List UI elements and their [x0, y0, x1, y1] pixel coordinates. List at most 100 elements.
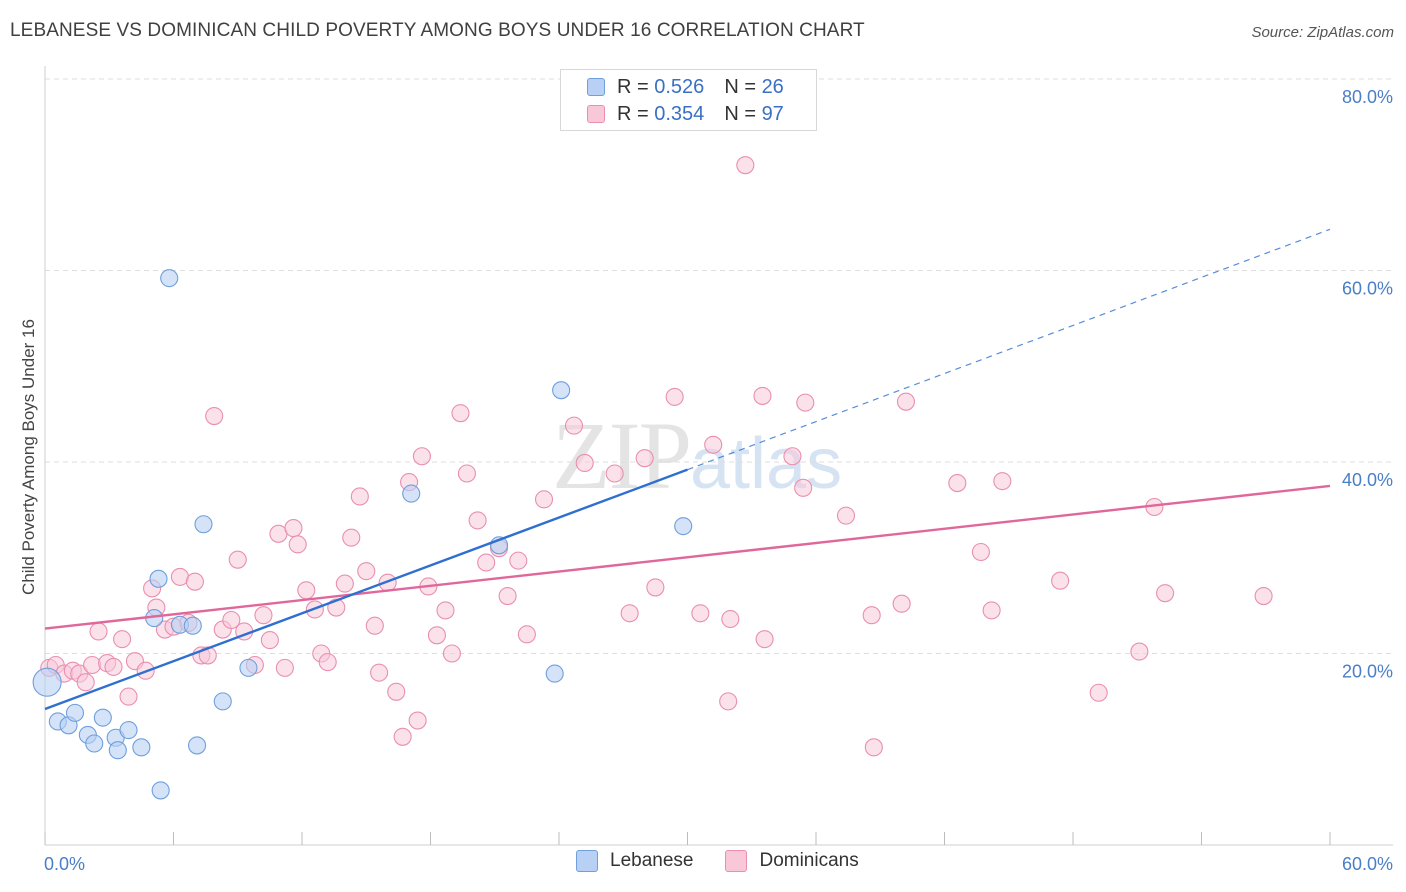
axes — [44, 66, 1393, 846]
dominican-point — [412, 447, 431, 466]
dominicans-swatch — [587, 105, 605, 123]
dominican-point — [275, 658, 294, 677]
lebanese-point — [93, 708, 112, 727]
dominican-point — [284, 519, 303, 538]
legend-r-label: R = — [617, 102, 655, 125]
lebanese-point — [151, 781, 170, 800]
lebanese-trend-line — [44, 468, 688, 711]
dominican-point — [755, 630, 774, 649]
dominican-point — [721, 609, 740, 629]
dominican-point — [896, 392, 916, 411]
lebanese-point — [188, 736, 207, 755]
legend-n-value: 26 — [761, 75, 784, 98]
lebanese-point — [65, 703, 85, 722]
dominicans-swatch — [725, 850, 748, 872]
legend-row-dominicans: R = 0.354 N = 97 — [587, 101, 784, 127]
dominican-point — [318, 653, 337, 672]
legend-n-label: N = — [724, 102, 762, 125]
legend-n-value: 97 — [761, 102, 784, 125]
dominican-point — [119, 687, 138, 706]
dominican-point — [222, 610, 241, 630]
dominican-point — [753, 386, 772, 405]
legend-label-dominicans: Dominicans — [759, 850, 859, 871]
dominican-point — [620, 604, 639, 623]
lebanese-swatch — [576, 850, 598, 872]
lebanese-point — [545, 664, 564, 683]
y-tick-label: 20.0% — [1342, 662, 1393, 682]
legend-label-lebanese: Lebanese — [610, 850, 694, 871]
chart-title: LEBANESE VS DOMINICAN CHILD POVERTY AMON… — [10, 20, 865, 41]
dominican-point — [297, 581, 316, 600]
dominican-point — [892, 594, 911, 613]
dominican-point — [468, 511, 487, 530]
dominican-point — [982, 601, 1001, 620]
dominican-point — [517, 625, 536, 644]
dominican-point — [1130, 642, 1149, 661]
dominican-point — [387, 682, 406, 701]
legend-item-dominicans[interactable]: Dominicans — [725, 850, 859, 872]
dominican-point — [736, 156, 755, 175]
dominican-point — [427, 626, 446, 645]
dominican-point — [691, 604, 710, 623]
dominican-point — [1051, 571, 1070, 590]
dominican-point — [76, 673, 95, 692]
dominican-point — [704, 435, 723, 454]
series-legend: Lebanese Dominicans — [576, 850, 891, 872]
dominican-point — [836, 506, 856, 525]
dominican-point — [993, 472, 1012, 491]
lebanese-point — [183, 616, 202, 635]
dominican-point — [1156, 584, 1175, 603]
dominican-point — [1089, 683, 1108, 702]
dominican-point — [342, 528, 361, 547]
dominican-point — [365, 616, 384, 635]
dominican-point — [228, 550, 247, 569]
y-tick-label: 80.0% — [1342, 87, 1393, 107]
dominican-point — [436, 601, 455, 620]
dominican-point — [335, 574, 354, 593]
legend-n-label: N = — [724, 75, 762, 98]
dominican-point — [564, 416, 584, 435]
legend-r-label: R = — [617, 75, 655, 98]
correlation-legend: R = 0.526 N = 26 R = 0.354 N = 97 — [560, 69, 817, 131]
y-tick-label: 60.0% — [1342, 279, 1393, 299]
lebanese-point — [32, 667, 62, 697]
dominican-point — [498, 586, 517, 606]
dominican-point — [170, 567, 189, 586]
legend-item-lebanese[interactable]: Lebanese — [576, 850, 693, 872]
x-tick-label: 60.0% — [1342, 854, 1393, 874]
dominican-point — [254, 606, 273, 625]
lebanese-swatch — [587, 78, 605, 96]
legend-r-value: 0.354 — [654, 102, 705, 125]
dominican-point — [83, 655, 102, 675]
dominicans-trend-line — [44, 484, 1331, 630]
x-tick-label: 0.0% — [44, 854, 85, 874]
lebanese-point — [160, 269, 179, 288]
dominican-point — [477, 553, 496, 572]
lebanese-point — [149, 569, 168, 588]
tick-labels: 20.0% 40.0% 60.0% 80.0% 0.0% 60.0% — [44, 87, 1393, 874]
dominican-point — [1254, 586, 1273, 606]
dominican-point — [719, 692, 738, 711]
lebanese-point — [132, 738, 151, 757]
dominican-point — [370, 663, 389, 682]
dominican-point — [442, 644, 461, 663]
lebanese-point — [108, 741, 127, 760]
lebanese-point — [85, 734, 104, 753]
dominican-point — [635, 449, 654, 468]
dominican-point — [350, 487, 369, 506]
y-tick-label: 40.0% — [1342, 470, 1393, 490]
lebanese-point — [194, 515, 213, 534]
dominican-point — [89, 622, 108, 641]
lebanese-point — [552, 381, 571, 400]
dominican-point — [575, 453, 594, 473]
lebanese-point — [239, 658, 258, 677]
dominican-point — [794, 478, 813, 497]
lebanese-point — [213, 692, 232, 711]
dominican-point — [971, 542, 990, 562]
dominican-point — [113, 630, 132, 649]
dominican-point — [451, 404, 470, 423]
chart-source: Source: ZipAtlas.com — [1251, 24, 1394, 41]
dominican-point — [357, 562, 376, 581]
dominican-point — [948, 474, 967, 493]
dominican-point — [862, 606, 881, 625]
